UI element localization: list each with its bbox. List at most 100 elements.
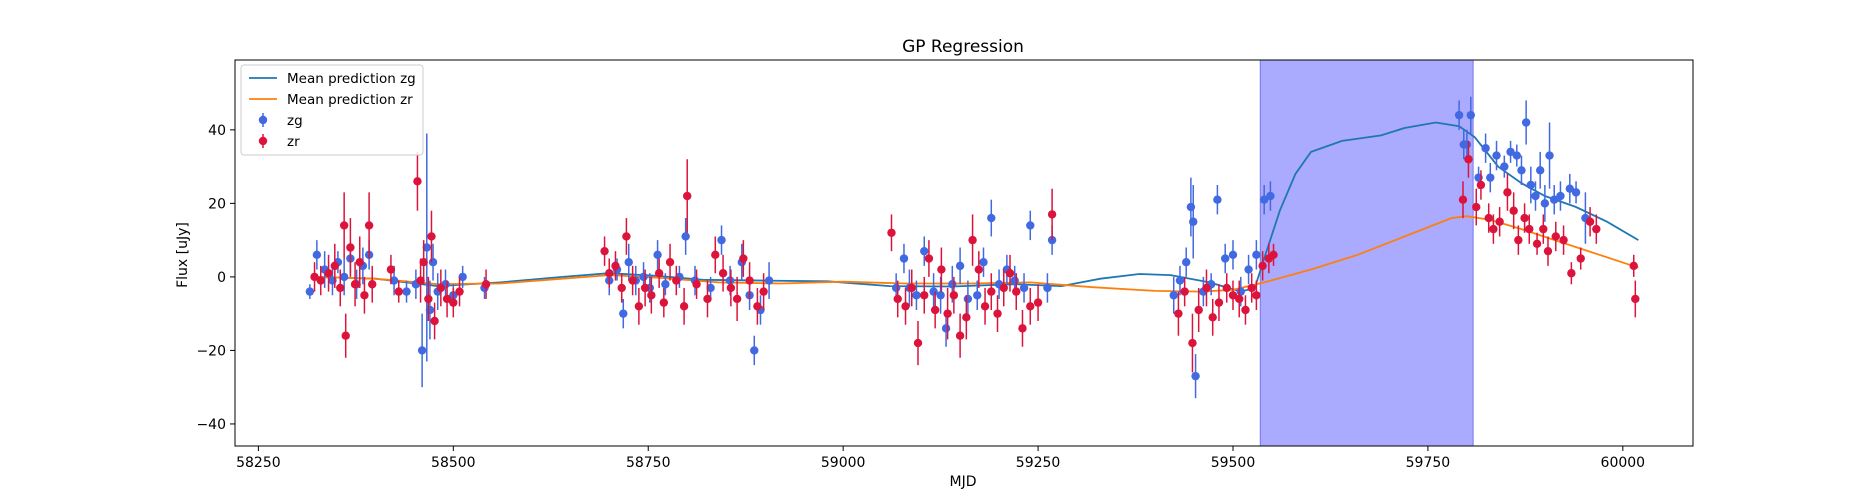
data-point-zr — [364, 192, 374, 259]
data-point-zr — [628, 265, 637, 296]
data-point-zr — [1629, 254, 1638, 277]
y-tick-label: −20 — [196, 343, 226, 359]
data-point-zg — [1175, 265, 1185, 296]
svg-text:Mean prediction zg: Mean prediction zg — [287, 71, 416, 87]
data-point-zr — [1551, 221, 1560, 252]
data-point-zr — [430, 302, 439, 340]
data-point-zr — [427, 210, 436, 263]
data-point-zr — [753, 287, 762, 325]
data-point-zg — [305, 284, 315, 299]
data-point-zr — [1525, 214, 1534, 244]
y-tick-label: 40 — [208, 123, 226, 139]
data-point-zg — [1556, 181, 1565, 211]
data-point-zr — [1514, 225, 1523, 255]
data-point-zg — [1466, 96, 1475, 134]
data-point-zg — [661, 273, 670, 296]
data-point-zg — [1252, 240, 1261, 270]
data-point-zr — [316, 265, 325, 296]
data-point-zr — [436, 269, 446, 307]
legend-entry-zg: zg — [258, 113, 303, 129]
data-point-zr — [1631, 280, 1640, 318]
data-point-zr — [1241, 295, 1250, 325]
data-point-zr — [1532, 232, 1542, 255]
data-point-zr — [937, 247, 946, 292]
data-point-zr — [368, 265, 377, 303]
legend-entry-zr: zr — [258, 134, 300, 150]
data-point-zg — [1571, 181, 1581, 204]
data-point-zg — [764, 262, 774, 299]
data-point-zg — [1492, 140, 1501, 171]
data-point-zr — [1559, 225, 1568, 255]
data-point-zr — [893, 280, 902, 318]
data-point-zr — [1228, 280, 1238, 310]
data-point-zg — [973, 280, 982, 310]
data-point-zg — [899, 243, 909, 274]
data-point-zr — [955, 313, 965, 358]
data-point-zg — [1506, 140, 1515, 163]
data-point-zg — [1026, 210, 1035, 241]
data-point-zg — [1213, 184, 1222, 215]
data-point-zr — [1012, 273, 1021, 310]
data-point-zg — [1228, 240, 1238, 270]
data-point-zr — [1269, 243, 1278, 266]
data-point-zg — [1220, 243, 1230, 274]
data-point-zg — [717, 225, 726, 255]
data-point-zr — [310, 262, 319, 292]
data-point-zg — [912, 280, 921, 310]
data-point-zr — [455, 276, 464, 307]
data-point-zg — [1454, 100, 1464, 130]
data-point-zr — [1464, 140, 1473, 178]
data-point-zr — [449, 287, 458, 318]
data-point-zr — [987, 273, 996, 310]
data-point-zr — [913, 321, 923, 366]
data-point-zr — [665, 243, 675, 281]
data-point-zr — [920, 276, 929, 314]
data-point-zr — [1208, 298, 1217, 336]
data-point-zr — [759, 273, 768, 310]
data-point-zr — [1576, 247, 1585, 270]
data-point-zr — [993, 295, 1002, 333]
data-point-zr — [1026, 287, 1035, 325]
data-point-zr — [339, 192, 349, 259]
data-point-zr — [659, 287, 669, 318]
data-point-zg — [920, 236, 929, 266]
data-point-zr — [442, 280, 452, 318]
data-point-zr — [640, 269, 650, 307]
y-axis-label: Flux [uJy] — [175, 222, 191, 288]
data-point-zr — [424, 276, 433, 322]
data-point-zr — [703, 280, 712, 318]
data-point-zg — [458, 265, 467, 288]
data-point-zg — [624, 243, 633, 281]
data-point-zr — [419, 240, 428, 285]
data-point-zg — [1182, 247, 1191, 277]
data-point-zg — [1259, 184, 1269, 215]
data-point-zr — [1033, 284, 1043, 322]
data-point-zr — [611, 251, 620, 281]
data-point-zr — [336, 269, 345, 307]
data-point-zr — [1174, 291, 1183, 336]
x-tick-label: 58500 — [431, 455, 476, 471]
legend-box — [240, 64, 424, 156]
data-point-zg — [417, 313, 427, 388]
data-point-zr — [634, 287, 644, 325]
data-point-zr — [1520, 203, 1529, 233]
data-point-zg — [1481, 133, 1490, 163]
data-point-zg — [1019, 273, 1029, 303]
chart-title: GP Regression — [902, 37, 1024, 57]
data-point-zg — [1043, 273, 1052, 303]
data-point-zg — [402, 280, 411, 303]
data-point-zr — [413, 151, 422, 211]
data-point-zr — [654, 258, 664, 288]
data-point-zg — [1565, 173, 1575, 204]
data-point-zr — [1235, 280, 1244, 318]
data-point-zr — [355, 236, 364, 288]
data-point-zr — [1509, 192, 1518, 230]
data-point-zg — [1266, 181, 1275, 211]
data-point-zr — [1214, 284, 1224, 322]
x-tick-label: 58250 — [236, 455, 281, 471]
data-point-zr — [324, 254, 333, 292]
data-point-zr — [962, 295, 971, 340]
data-point-zr — [416, 258, 425, 303]
data-point-zr — [968, 214, 977, 266]
